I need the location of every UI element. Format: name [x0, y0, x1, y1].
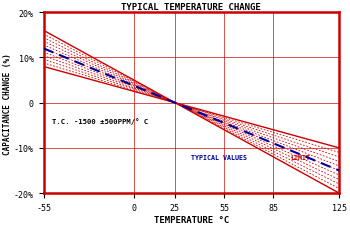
X-axis label: TEMPERATURE °C: TEMPERATURE °C: [154, 215, 229, 224]
Text: T.C. -1500 ±500PPM/° C: T.C. -1500 ±500PPM/° C: [52, 118, 148, 124]
Y-axis label: CAPACITANCE CHANGE (%): CAPACITANCE CHANGE (%): [4, 52, 13, 154]
Text: TYPICAL VALUES: TYPICAL VALUES: [191, 154, 247, 160]
Text: LIMIT: LIMIT: [290, 154, 310, 160]
Title: TYPICAL TEMPERATURE CHANGE: TYPICAL TEMPERATURE CHANGE: [121, 3, 261, 12]
